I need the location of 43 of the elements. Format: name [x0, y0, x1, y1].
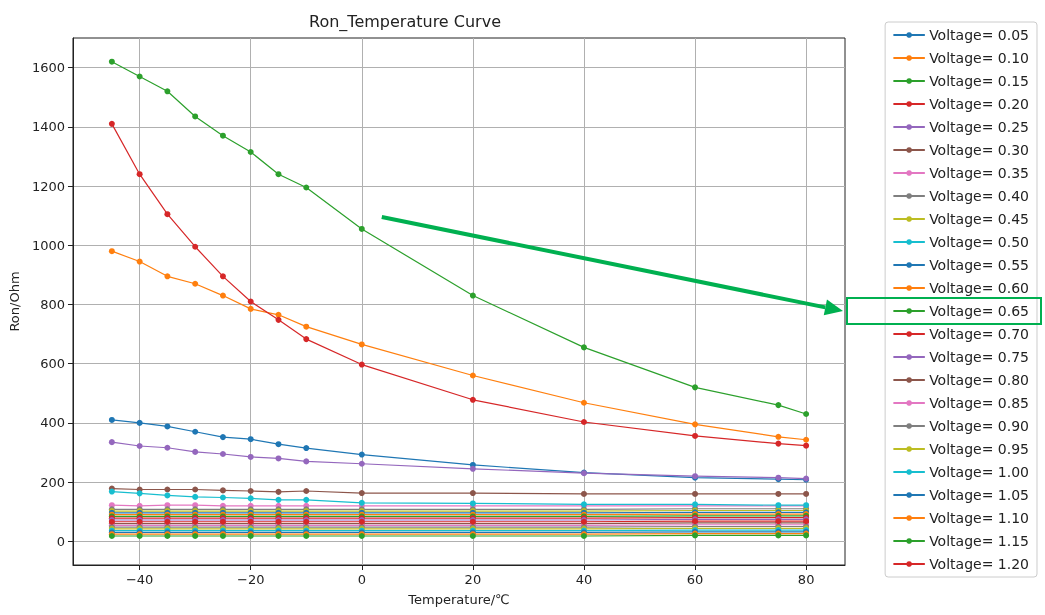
legend-label: Voltage= 0.80 — [929, 372, 1030, 388]
x-tick-label: 0 — [357, 572, 366, 587]
x-axis-title: Temperature/℃ — [407, 592, 510, 607]
legend-label: Voltage= 1.05 — [929, 487, 1030, 503]
legend-label: Voltage= 0.25 — [929, 119, 1030, 135]
legend-label: Voltage= 0.20 — [929, 96, 1030, 112]
chart-title: Ron_Temperature Curve — [309, 11, 501, 32]
y-tick-label: 800 — [40, 296, 65, 312]
x-tick-label: 80 — [797, 572, 815, 587]
legend-label: Voltage= 1.15 — [929, 533, 1030, 549]
legend-label: Voltage= 0.15 — [929, 73, 1030, 89]
legend-label: Voltage= 0.95 — [929, 441, 1030, 457]
y-tick-label: 1600 — [31, 60, 65, 76]
y-axis-title: Ron/Ohm — [7, 271, 22, 332]
legend-label: Voltage= 0.10 — [929, 50, 1030, 66]
legend-label: Voltage= 0.30 — [929, 142, 1030, 158]
y-tick-label: 0 — [56, 533, 65, 549]
legend-label: Voltage= 0.35 — [929, 165, 1030, 181]
legend-label: Voltage= 0.50 — [929, 234, 1030, 250]
x-tick-label: 20 — [464, 572, 482, 587]
y-tick-label: 1400 — [31, 119, 65, 135]
legend-label: Voltage= 0.40 — [929, 188, 1030, 204]
x-tick-label: 40 — [575, 572, 593, 587]
legend-label: Voltage= 0.55 — [929, 257, 1030, 273]
legend-label: Voltage= 0.85 — [929, 395, 1030, 411]
legend-label: Voltage= 0.45 — [929, 211, 1030, 227]
legend-label: Voltage= 0.60 — [929, 280, 1030, 296]
y-tick-label: 1000 — [31, 237, 65, 253]
legend-label: Voltage= 1.00 — [929, 464, 1030, 480]
x-tick-label: 60 — [686, 572, 704, 587]
legend-label: Voltage= 0.90 — [929, 418, 1030, 434]
legend-label: Voltage= 0.05 — [929, 27, 1030, 43]
legend-label: Voltage= 0.75 — [929, 349, 1030, 365]
legend-label: Voltage= 0.65 — [929, 303, 1030, 319]
legend-label: Voltage= 1.20 — [929, 556, 1030, 572]
legend-label: Voltage= 1.10 — [929, 510, 1030, 526]
y-tick-label: 200 — [40, 474, 65, 490]
legend-label: Voltage= 0.70 — [929, 326, 1030, 342]
x-tick-label: −40 — [125, 572, 154, 587]
y-tick-label: 1200 — [31, 178, 65, 194]
x-tick-label: −20 — [237, 572, 265, 587]
y-tick-label: 400 — [40, 415, 65, 431]
y-tick-label: 600 — [40, 356, 65, 372]
